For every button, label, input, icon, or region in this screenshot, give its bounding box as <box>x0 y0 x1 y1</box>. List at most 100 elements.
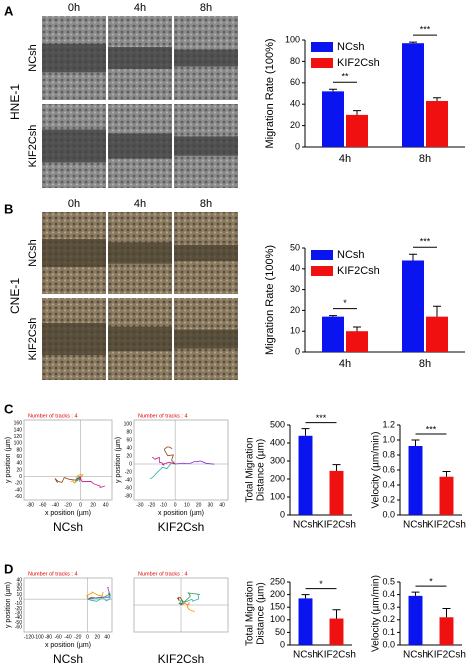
bar <box>346 114 368 147</box>
y-tick-label: 120 <box>14 434 23 440</box>
row-label: KIF2Csh <box>27 125 39 168</box>
y-tick-label: 80 <box>16 447 22 453</box>
significance-label: ** <box>341 72 349 82</box>
row-label: NCsh <box>27 44 39 72</box>
y-tick-label: -20 <box>125 469 132 475</box>
y-tick-label: 60 <box>290 77 300 87</box>
x-tick-label: KIF2Csh <box>427 650 466 661</box>
panel-label: C <box>4 401 14 416</box>
y-tick-label: 1.2 <box>382 419 395 429</box>
y-tick-label: 1.0 <box>382 434 395 444</box>
y-tick-label: -20 <box>15 481 22 487</box>
y-tick-label: 100 <box>124 421 133 427</box>
y-tick-label: 0.2 <box>382 614 395 624</box>
x-tick-label: 40 <box>103 502 109 508</box>
y-tick-label: 0 <box>19 474 22 480</box>
bar <box>426 316 448 352</box>
significance-label: *** <box>420 237 431 247</box>
x-tick-label: 0 <box>174 502 177 508</box>
bar <box>298 598 313 645</box>
y-tick-label: -40 <box>15 487 22 493</box>
y-axis-label: Distance (µm) <box>256 582 267 644</box>
panel-label: D <box>4 561 13 576</box>
significance-label: *** <box>316 413 327 423</box>
x-tick-label: 20 <box>90 502 96 508</box>
scratch-gap <box>174 49 238 67</box>
x-axis-label: x position (µm) <box>45 510 91 517</box>
x-tick-label: NCsh <box>293 650 318 661</box>
y-tick-label: 0.0 <box>382 639 395 649</box>
legend-swatch <box>311 58 333 68</box>
x-tick-label: -60 <box>39 502 46 508</box>
y-tick-label: 0.4 <box>382 479 395 489</box>
x-tick-label: 4h <box>339 153 351 165</box>
legend-label: KIF2Csh <box>337 57 380 69</box>
y-tick-label: 0.5 <box>382 576 395 586</box>
x-axis-label: x position (µm) <box>45 642 91 649</box>
error-bar <box>332 464 341 471</box>
y-tick-label: 150 <box>270 602 285 612</box>
scratch-gap <box>108 133 172 159</box>
cell-track <box>87 595 111 602</box>
scratch-gap <box>42 239 106 267</box>
x-tick-label: -20 <box>64 502 71 508</box>
x-tick-label: -60 <box>55 634 62 640</box>
cell-track <box>87 592 111 600</box>
x-tick-label: KIF2Csh <box>317 650 356 661</box>
bar <box>329 618 344 645</box>
cell-track <box>176 596 184 606</box>
y-tick-label: 200 <box>270 473 285 483</box>
column-label: 0h <box>68 2 80 14</box>
x-tick-label: -30 <box>136 502 143 508</box>
cell-track <box>180 602 195 612</box>
track-plot-frame <box>23 577 113 633</box>
y-tick-label: 400 <box>270 437 285 447</box>
y-tick-label: 200 <box>270 589 285 599</box>
y-tick-label: -30 <box>15 611 22 617</box>
x-tick-label: NCsh <box>403 520 428 531</box>
y-axis-label: Total Migration <box>245 581 256 646</box>
column-label: 0h <box>68 198 80 210</box>
cell-track <box>79 476 106 489</box>
x-tick-label: -100 <box>34 634 44 640</box>
y-axis-label: Total Migration <box>245 437 256 502</box>
error-bar <box>442 607 451 618</box>
scratch-gap <box>174 244 238 262</box>
x-tick-label: KIF2Csh <box>427 520 466 531</box>
track-plot-frame <box>133 419 229 501</box>
x-tick-label: 20 <box>95 634 101 640</box>
x-tick-label: -40 <box>64 634 71 640</box>
y-tick-label: 30 <box>290 284 300 294</box>
track-annotation: Number of tracks : 4 <box>138 571 188 577</box>
error-bar <box>442 471 451 477</box>
x-tick-label: 4h <box>339 358 351 370</box>
bar <box>298 435 313 515</box>
y-tick-label: 10 <box>290 326 300 336</box>
bar <box>322 316 344 352</box>
x-tick-label: -20 <box>148 502 155 508</box>
y-tick-label: 20 <box>290 305 300 315</box>
panel-label: B <box>4 201 13 216</box>
y-tick-label: 160 <box>14 421 23 427</box>
y-tick-label: 0 <box>295 346 300 356</box>
x-tick-label: -80 <box>27 502 34 508</box>
legend-label: KIF2Csh <box>337 265 380 277</box>
bar <box>426 100 448 147</box>
row-label: NCsh <box>27 239 39 267</box>
scratch-gap <box>108 326 172 352</box>
y-tick-label: 0.4 <box>382 589 395 599</box>
legend-label: NCsh <box>337 41 365 53</box>
x-tick-label: -120 <box>24 634 34 640</box>
y-tick-label: 60 <box>16 454 22 460</box>
y-tick-label: 0.8 <box>382 449 395 459</box>
bar <box>329 470 344 515</box>
column-label: 8h <box>200 2 212 14</box>
track-annotation: Number of tracks : 4 <box>28 571 78 577</box>
y-tick-label: 500 <box>270 419 285 429</box>
track-plot-frame <box>23 419 113 501</box>
cell-track <box>163 446 176 465</box>
x-tick-label: 30 <box>208 502 214 508</box>
cell-line-label: CNE-1 <box>8 278 22 314</box>
y-tick-label: 50 <box>290 242 300 252</box>
bar <box>408 595 423 645</box>
